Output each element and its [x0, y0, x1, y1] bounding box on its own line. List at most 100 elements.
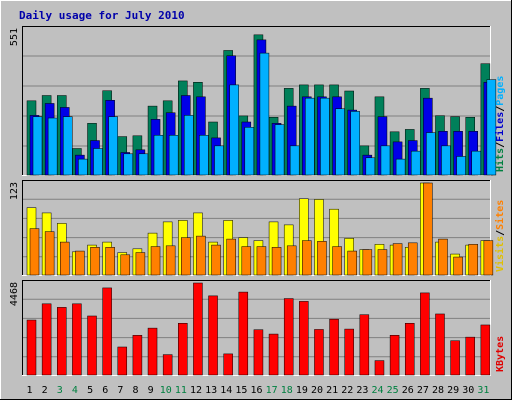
kbytes-bar-kbytes-day-2 — [41, 303, 52, 376]
visits-bar-sites-day-13 — [211, 244, 221, 276]
hits-bar-pages-day-1 — [32, 116, 43, 176]
hits-bar-pages-day-19 — [305, 97, 315, 176]
hits-bar-pages-day-3 — [63, 116, 73, 176]
visits-bar-sites-day-23 — [362, 249, 373, 276]
visits-bar-sites-day-14 — [226, 238, 236, 276]
visits-bar-sites-day-24 — [377, 249, 388, 276]
day-label-29: 29 — [447, 385, 459, 396]
kbytes-bar-kbytes-day-26 — [404, 323, 415, 376]
visits-bar-sites-day-19 — [302, 240, 312, 276]
hits-bar-pages-day-20 — [320, 97, 330, 176]
visits-bar-sites-day-5 — [90, 247, 100, 276]
day-label-30: 30 — [462, 385, 474, 396]
hits-bar-pages-day-23 — [365, 157, 376, 176]
day-label-25: 25 — [387, 385, 399, 396]
visits-bar-sites-day-2 — [44, 231, 55, 276]
day-label-4: 4 — [72, 385, 78, 396]
kbytes-bar-kbytes-day-25 — [389, 335, 400, 376]
kbytes-bar-kbytes-day-27 — [420, 292, 430, 376]
visits-scale-label: 123 — [9, 182, 20, 200]
day-label-13: 13 — [205, 385, 217, 396]
day-label-8: 8 — [132, 385, 138, 396]
hits-bar-pages-day-7 — [123, 153, 134, 176]
visits-bar-sites-day-21 — [332, 246, 342, 276]
visits-bar-sites-day-27 — [423, 182, 433, 276]
hits-bar-pages-day-24 — [380, 145, 391, 176]
day-label-20: 20 — [311, 385, 323, 396]
day-label-24: 24 — [372, 385, 384, 396]
chart-panels: 551Hits/Files/Pages123Visits/Sites4468KB… — [9, 26, 506, 376]
hits-side-label-part: Files — [494, 112, 506, 142]
visits-bar-sites-day-6 — [105, 247, 115, 276]
kbytes-bar-kbytes-day-30 — [465, 336, 475, 376]
kbytes-bar-kbytes-day-19 — [299, 301, 309, 376]
visits-side-label-part: Visits — [494, 236, 506, 272]
kbytes-bar-kbytes-day-14 — [223, 353, 233, 376]
kbytes-bar-kbytes-day-5 — [87, 315, 97, 376]
visits-bar-sites-day-12 — [196, 235, 206, 276]
hits-bar-pages-day-9 — [153, 135, 164, 176]
visits-bar-sites-day-1 — [29, 228, 40, 276]
visits-bar-sites-day-30 — [468, 244, 478, 276]
day-label-27: 27 — [417, 385, 429, 396]
hits-side-label-part: Hits — [494, 148, 506, 172]
kbytes-bar-kbytes-day-18 — [283, 298, 294, 376]
kbytes-bar-kbytes-day-4 — [72, 303, 82, 376]
day-label-31: 31 — [477, 385, 489, 396]
kbytes-bar-kbytes-day-12 — [193, 282, 203, 376]
visits-bar-sites-day-8 — [135, 252, 146, 276]
kbytes-bar-kbytes-day-15 — [238, 291, 249, 376]
hits-scale-label: 551 — [9, 28, 20, 46]
day-label-9: 9 — [148, 385, 154, 396]
hits-side-label-part: / — [495, 106, 506, 112]
visits-bar-sites-day-11 — [181, 237, 191, 276]
visits-bar-sites-day-15 — [241, 246, 252, 276]
hits-bar-pages-day-4 — [78, 158, 88, 176]
day-label-23: 23 — [356, 385, 368, 396]
hits-bar-pages-day-22 — [350, 111, 360, 176]
hits-bar-pages-day-8 — [138, 153, 149, 176]
day-label-10: 10 — [160, 385, 172, 396]
day-axis: 1 2 3 4 5 6 7 8 9 10 11 12 13 14 15 16 17 18 19 20 21 22 23 24 2… — [27, 385, 490, 396]
day-label-6: 6 — [102, 385, 108, 396]
day-label-7: 7 — [117, 385, 123, 396]
hits-bar-pages-day-11 — [184, 115, 194, 176]
visits-bar-sites-day-4 — [75, 250, 85, 276]
hits-side-label-part: / — [495, 142, 506, 148]
visits-bar-sites-day-28 — [438, 238, 448, 276]
kbytes-bar-kbytes-day-21 — [329, 318, 339, 376]
kbytes-bar-kbytes-day-11 — [178, 323, 188, 376]
hits-bar-pages-day-10 — [168, 135, 179, 176]
hits-bar-pages-day-31 — [486, 79, 497, 176]
visits-bar-sites-day-22 — [347, 250, 357, 276]
kbytes-bar-kbytes-day-10 — [162, 354, 173, 376]
hits-bar-pages-day-16 — [259, 52, 270, 176]
kbytes-side-label-part: KBytes — [495, 336, 506, 372]
kbytes-bar-kbytes-day-3 — [57, 307, 67, 376]
hits-bar-pages-day-2 — [47, 117, 58, 176]
day-label-12: 12 — [190, 385, 202, 396]
hits-bar-pages-day-6 — [108, 116, 118, 176]
kbytes-bar-kbytes-day-1 — [26, 319, 37, 376]
kbytes-scale-label: 4468 — [9, 282, 20, 306]
hits-bar-pages-day-28 — [441, 145, 451, 176]
hits-bar-pages-day-29 — [456, 156, 466, 176]
kbytes-bar-kbytes-day-28 — [435, 313, 445, 376]
kbytes-bar-kbytes-day-31 — [480, 324, 491, 376]
hits-bar-pages-day-27 — [426, 132, 436, 176]
day-label-26: 26 — [402, 385, 414, 396]
hits-bar-pages-day-15 — [244, 127, 255, 176]
visits-bar-sites-day-16 — [256, 246, 267, 276]
kbytes-bar-kbytes-day-23 — [359, 314, 370, 376]
day-label-16: 16 — [250, 385, 262, 396]
kbytes-bar-kbytes-day-8 — [132, 335, 143, 376]
visits-side-label: Visits/Sites — [494, 200, 506, 272]
chart-title: Daily usage for July 2010 — [19, 9, 185, 22]
kbytes-bar-kbytes-day-16 — [253, 329, 264, 376]
kbytes-bar-kbytes-day-24 — [374, 360, 385, 376]
kbytes-bar-kbytes-day-22 — [344, 328, 354, 376]
hits-bar-pages-day-12 — [199, 135, 209, 176]
visits-bar-sites-day-17 — [271, 247, 282, 276]
visits-bar-sites-day-25 — [392, 243, 403, 276]
